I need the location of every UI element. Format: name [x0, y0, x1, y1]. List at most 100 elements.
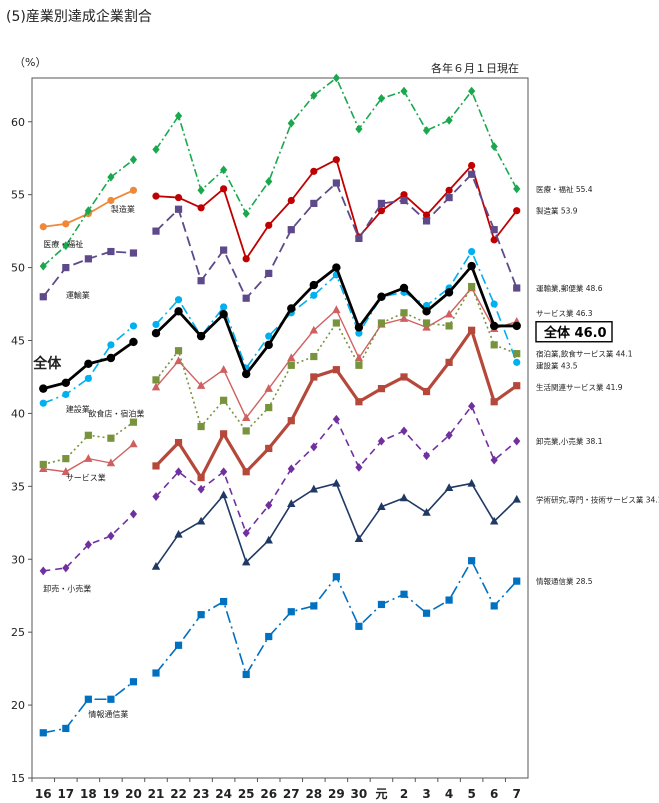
data-point [399, 283, 409, 293]
data-point [489, 516, 499, 525]
data-point [422, 451, 431, 461]
data-point [220, 185, 228, 193]
series-end-label: サービス業 46.3 [536, 308, 593, 318]
data-point [513, 284, 521, 292]
data-point [39, 464, 48, 473]
data-point [174, 296, 183, 304]
data-point [513, 436, 521, 446]
series-8 [152, 326, 521, 482]
data-point [287, 304, 296, 313]
data-point [107, 695, 115, 703]
data-point [84, 255, 92, 263]
data-point [265, 269, 273, 278]
series-label-left: 医療・福祉 [43, 239, 83, 249]
y-tick-label: 45 [11, 335, 25, 348]
data-point [39, 261, 47, 271]
data-point [377, 600, 386, 609]
series-label-left: サービス業 [66, 473, 106, 483]
data-point [513, 350, 521, 358]
data-point [242, 468, 250, 476]
data-point [468, 326, 476, 334]
x-tick-label: 18 [80, 787, 97, 801]
x-tick-label: 22 [170, 787, 187, 801]
data-point [310, 602, 318, 610]
data-point [196, 516, 206, 525]
data-point [220, 246, 228, 254]
data-point [152, 227, 160, 235]
data-point [242, 427, 250, 435]
data-point [445, 596, 453, 604]
data-point [107, 247, 115, 256]
x-tick-label: 19 [103, 787, 120, 801]
data-point [84, 454, 93, 462]
series-1 [152, 156, 521, 263]
series-end-label: 製造業 53.9 [536, 206, 578, 216]
data-point [219, 310, 228, 319]
data-point [332, 156, 340, 164]
data-point [265, 221, 273, 229]
data-point [468, 86, 476, 96]
data-point [220, 165, 228, 175]
data-point [107, 531, 115, 541]
x-tick-label: 28 [305, 787, 322, 801]
y-tick-label: 50 [11, 262, 25, 275]
x-tick-label: 30 [351, 787, 368, 801]
data-point [174, 193, 183, 202]
data-point [242, 528, 250, 538]
series-11 [39, 557, 521, 737]
data-point [332, 573, 340, 581]
data-point [310, 352, 318, 361]
y-axis-unit-label: （%） [14, 56, 47, 69]
data-point [422, 301, 431, 310]
data-point [84, 695, 92, 703]
x-tick-label: 24 [215, 787, 232, 801]
data-point [241, 413, 251, 421]
data-point [310, 442, 318, 452]
data-point [39, 293, 47, 301]
data-point [107, 196, 115, 205]
data-point [400, 373, 408, 381]
series-end-label: 運輸業,郵便業 48.6 [536, 283, 603, 293]
data-point [264, 535, 273, 544]
data-point [309, 325, 319, 334]
data-point [197, 204, 205, 212]
data-point [219, 365, 228, 373]
data-point [287, 226, 295, 234]
data-point [152, 492, 160, 501]
data-point [242, 670, 250, 679]
data-point [513, 577, 521, 585]
data-point [490, 455, 498, 465]
series-line [155, 285, 518, 432]
data-point [444, 483, 454, 491]
data-point [106, 458, 116, 467]
data-point [129, 186, 138, 194]
data-point [354, 323, 364, 332]
series-line [155, 158, 518, 260]
data-point [355, 124, 363, 134]
data-point [513, 358, 521, 366]
data-point [152, 192, 160, 200]
series-label-left: 飲食店・宿泊業 [88, 408, 144, 418]
data-point [129, 509, 138, 519]
data-point [399, 493, 409, 502]
series-line [43, 681, 134, 734]
data-point [467, 478, 476, 487]
data-point [61, 467, 71, 475]
data-point [241, 557, 251, 566]
data-point [265, 177, 273, 186]
data-point [377, 199, 386, 208]
data-point [399, 314, 409, 322]
data-point [287, 361, 295, 369]
data-point [445, 322, 453, 330]
series-label-left: 卸売・小売業 [43, 583, 91, 593]
data-point [62, 455, 70, 463]
x-tick-label: 6 [490, 787, 498, 801]
series-10 [151, 478, 521, 570]
data-point [174, 111, 183, 121]
data-point [422, 319, 431, 327]
data-point [445, 115, 453, 125]
data-point [422, 387, 431, 396]
x-tick-label: 23 [193, 787, 210, 801]
series-label-left: 運輸業 [66, 290, 90, 300]
